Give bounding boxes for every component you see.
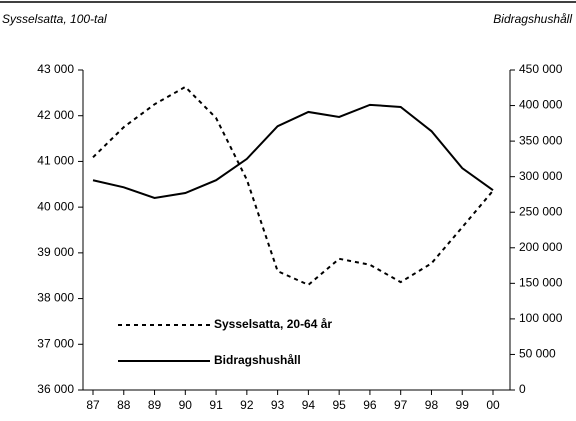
x-tick-label: 96 xyxy=(363,398,377,412)
y2-tick-label: 50 000 xyxy=(519,347,556,361)
x-tick-label: 97 xyxy=(394,398,408,412)
x-tick-label: 00 xyxy=(486,398,500,412)
y-tick-label: 38 000 xyxy=(37,291,74,305)
legend-label: Sysselsatta, 20-64 år xyxy=(214,317,332,331)
x-tick-label: 92 xyxy=(240,398,254,412)
y2-tick-label: 450 000 xyxy=(519,62,563,76)
x-tick-label: 91 xyxy=(209,398,223,412)
x-tick-label: 98 xyxy=(425,398,439,412)
y2-tick-label: 300 000 xyxy=(519,169,563,183)
x-tick-label: 89 xyxy=(148,398,162,412)
x-tick-label: 87 xyxy=(86,398,100,412)
y-tick-label: 43 000 xyxy=(37,62,74,76)
y2-tick-label: 150 000 xyxy=(519,276,563,290)
y-tick-label: 36 000 xyxy=(37,382,74,396)
series-line xyxy=(92,103,494,200)
y2-tick-label: 350 000 xyxy=(519,133,563,147)
x-tick-label: 95 xyxy=(332,398,346,412)
x-tick-label: 94 xyxy=(302,398,316,412)
series-line xyxy=(92,85,494,287)
y-tick-label: 42 000 xyxy=(37,108,74,122)
y2-tick-label: 0 xyxy=(519,382,526,396)
y-tick-label: 40 000 xyxy=(37,199,74,213)
x-tick-label: 88 xyxy=(117,398,131,412)
y2-tick-label: 250 000 xyxy=(519,204,563,218)
legend-label: Bidragshushåll xyxy=(214,353,301,367)
y-tick-label: 41 000 xyxy=(37,154,74,168)
x-tick-label: 93 xyxy=(271,398,285,412)
y2-tick-label: 400 000 xyxy=(519,98,563,112)
x-tick-label: 99 xyxy=(456,398,470,412)
y-tick-label: 39 000 xyxy=(37,245,74,259)
y-tick-label: 37 000 xyxy=(37,336,74,350)
y2-axis-label: Bidragshushåll xyxy=(493,12,572,26)
y2-tick-label: 100 000 xyxy=(519,311,563,325)
x-tick-label: 90 xyxy=(179,398,193,412)
y2-tick-label: 200 000 xyxy=(519,240,563,254)
y-axis-label: Sysselsatta, 100-tal xyxy=(2,12,107,26)
